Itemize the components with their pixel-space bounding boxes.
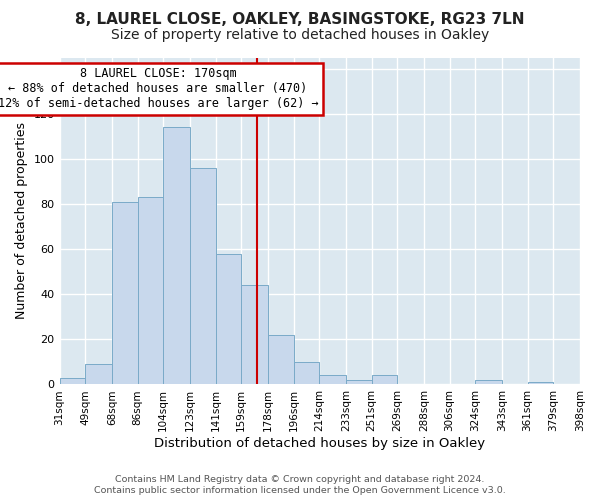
Bar [475,380,502,384]
Text: Contains public sector information licensed under the Open Government Licence v3: Contains public sector information licen… [94,486,506,495]
Bar [163,128,190,384]
Y-axis label: Number of detached properties: Number of detached properties [15,122,28,320]
Bar [85,364,112,384]
Text: 8, LAUREL CLOSE, OAKLEY, BASINGSTOKE, RG23 7LN: 8, LAUREL CLOSE, OAKLEY, BASINGSTOKE, RG… [75,12,525,28]
Text: 8 LAUREL CLOSE: 170sqm
← 88% of detached houses are smaller (470)
12% of semi-de: 8 LAUREL CLOSE: 170sqm ← 88% of detached… [0,68,319,110]
X-axis label: Distribution of detached houses by size in Oakley: Distribution of detached houses by size … [154,437,485,450]
Bar [137,198,163,384]
Bar [268,335,293,384]
Bar [215,254,241,384]
Text: Contains HM Land Registry data © Crown copyright and database right 2024.: Contains HM Land Registry data © Crown c… [115,475,485,484]
Bar [371,376,397,384]
Bar [319,376,346,384]
Bar [346,380,371,384]
Bar [59,378,85,384]
Bar [112,202,137,384]
Bar [293,362,319,384]
Text: Size of property relative to detached houses in Oakley: Size of property relative to detached ho… [111,28,489,42]
Bar [527,382,553,384]
Bar [241,285,268,384]
Bar [190,168,215,384]
